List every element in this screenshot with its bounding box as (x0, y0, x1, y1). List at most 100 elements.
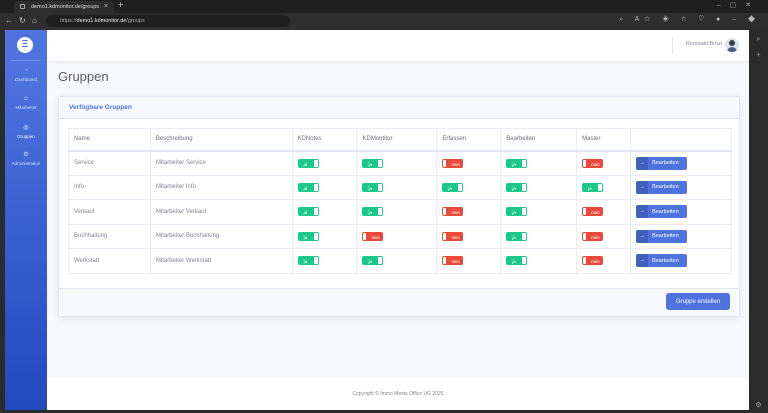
erfassen-toggle[interactable]: ja (442, 182, 464, 192)
settings-icon[interactable]: ⚙ (755, 402, 762, 409)
master-toggle[interactable]: nein (582, 231, 604, 241)
users-icon: ☺ (22, 96, 30, 102)
add-icon[interactable]: + (756, 52, 761, 59)
edit-group-button[interactable]: → Bearbeiten (636, 205, 688, 219)
kdmonitor-toggle[interactable]: ja (362, 182, 384, 192)
kdmonitor-cell: nein (356, 223, 438, 249)
bearbeiten-toggle[interactable]: ja (506, 207, 528, 217)
bearbeiten-toggle[interactable]: ja (506, 182, 528, 192)
table-row: Verkauf Mitarbeiter Verkauf ja ja nein ja nein… (68, 199, 732, 225)
search-icon[interactable]: ⌕ (756, 36, 761, 43)
column-header: Bearbeiten (500, 128, 578, 152)
arrow-right-icon: → (636, 180, 649, 194)
master-toggle[interactable]: nein (582, 256, 604, 266)
group-name: Werkstatt (68, 248, 151, 274)
sidebar-item-label: Administration (11, 161, 41, 166)
group-name: Info (68, 174, 151, 200)
sidebar-item-dashboard[interactable]: ◔ Dashboard (5, 68, 47, 82)
kdnotes-toggle[interactable]: ja (297, 182, 319, 192)
edit-label: Bearbeiten (652, 160, 679, 166)
bearbeiten-cell: ja (500, 199, 578, 225)
kdmonitor-toggle[interactable]: ja (362, 256, 384, 266)
kdmonitor-toggle[interactable]: nein (362, 231, 384, 241)
edit-group-button[interactable]: → Bearbeiten (636, 156, 688, 170)
edit-label: Bearbeiten (652, 184, 679, 191)
bearbeiten-toggle[interactable]: ja (506, 158, 528, 168)
master-toggle[interactable]: nein (582, 158, 604, 168)
edit-label: Bearbeiten (652, 233, 679, 240)
edit-group-button[interactable]: → Bearbeiten (636, 180, 688, 194)
sidebar-item-mitarbeiter[interactable]: ☺ Mitarbeiter (5, 96, 47, 110)
group-description: Mitarbeiter Buchhaltung (149, 223, 293, 249)
new-tab-button[interactable]: + (118, 0, 124, 10)
sidebar: Ξ ◔ Dashboard ☺ Mitarbeiter ◎ Gruppen ⚙ Admi… (5, 30, 47, 410)
column-header: Erfassen (436, 128, 502, 152)
erfassen-toggle[interactable]: nein (442, 158, 464, 168)
master-toggle[interactable]: nein (582, 207, 604, 217)
browser-tab-bar: demo1.kdmonitor.de/groups × + –▢✕ (0, 0, 768, 13)
erfassen-cell: nein (436, 199, 502, 225)
sidebar-item-gruppen[interactable]: ◎ Gruppen (5, 124, 47, 139)
table-row: Service Mitarbeiter Service ja ja nein ja nein… (68, 150, 732, 176)
action-cell: → Bearbeiten (630, 174, 732, 200)
master-cell: nein (576, 248, 632, 274)
kdnotes-cell: ja (291, 223, 358, 249)
edit-group-button[interactable]: → Bearbeiten (636, 229, 688, 243)
arrow-right-icon: → (636, 156, 649, 170)
arrow-right-icon: → (636, 205, 649, 219)
erfassen-toggle[interactable]: nein (442, 256, 464, 266)
reload-icon[interactable]: ↻ (19, 16, 26, 25)
master-cell: ja (576, 174, 632, 200)
kdnotes-toggle[interactable]: ja (297, 231, 319, 241)
kdnotes-cell: ja (291, 248, 358, 274)
sidebar-item-label: Mitarbeiter (15, 105, 37, 110)
master-cell: nein (576, 150, 632, 176)
edit-label: Bearbeiten (652, 208, 679, 215)
action-cell: → Bearbeiten (630, 150, 732, 176)
bearbeiten-toggle[interactable]: ja (506, 231, 528, 241)
browser-tab[interactable]: demo1.kdmonitor.de/groups × (14, 1, 114, 13)
groups-table: Name Beschreibung KDNotes KDMontitor Erfasse… (68, 128, 732, 274)
bearbeiten-cell: ja (500, 223, 578, 249)
master-toggle[interactable]: ja (582, 182, 604, 192)
group-name: Buchhaltung (68, 223, 151, 249)
group-description: Mitarbeiter Service (149, 150, 293, 176)
tachometer-icon: ◔ (24, 68, 28, 74)
url-host: demo1.kdmonitor.de (76, 18, 127, 24)
kdnotes-toggle[interactable]: ja (297, 256, 319, 266)
kdmonitor-toggle[interactable]: ja (362, 207, 384, 217)
kdnotes-cell: ja (291, 199, 358, 225)
card-title: Verfügbare Gruppen (59, 97, 739, 119)
tab-title: demo1.kdmonitor.de/groups (31, 4, 100, 10)
footer: Copyright © Immo Meets Office UG 2025 (47, 378, 749, 410)
user-name[interactable]: Romuald Brozi (685, 41, 722, 47)
group-description: Mitarbeiter Werkstatt (149, 248, 293, 274)
erfassen-toggle[interactable]: nein (442, 207, 464, 217)
home-icon[interactable]: ⌂ (32, 16, 37, 25)
avatar[interactable] (725, 38, 739, 52)
table-row: Info Mitarbeiter Info ja ja ja ja ja → Bearbeite… (68, 174, 732, 200)
edit-group-button[interactable]: → Bearbeiten (636, 254, 688, 268)
url-path: /groups (126, 18, 145, 24)
bearbeiten-toggle[interactable]: ja (506, 256, 528, 266)
action-cell: → Bearbeiten (630, 199, 732, 225)
browser-toolbar-icons[interactable]: ⌕ A☆ ◈ ✩ ♡ ● – ◆ (619, 16, 760, 23)
erfassen-toggle[interactable]: nein (442, 231, 464, 241)
create-group-button[interactable]: Gruppe erstellen (666, 293, 730, 310)
kdnotes-toggle[interactable]: ja (297, 207, 319, 217)
kdnotes-toggle[interactable]: ja (297, 158, 319, 168)
back-icon[interactable]: ← (5, 16, 13, 25)
close-tab-icon[interactable]: × (103, 3, 108, 10)
kdmonitor-cell: ja (356, 150, 438, 176)
action-cell: → Bearbeiten (630, 223, 732, 249)
group-description: Mitarbeiter Info (149, 174, 293, 200)
sidebar-item-administration[interactable]: ⚙ Administration (5, 151, 47, 166)
kdmonitor-toggle[interactable]: ja (362, 158, 384, 168)
column-header (630, 128, 732, 152)
url-field[interactable]: https://demo1.kdmonitor.de/groups (46, 15, 290, 27)
bearbeiten-cell: ja (500, 248, 578, 274)
column-header: KDMontitor (356, 128, 438, 152)
window-controls[interactable]: –▢✕ (716, 2, 760, 9)
erfassen-cell: nein (436, 223, 502, 249)
logo-icon[interactable]: Ξ (17, 37, 33, 53)
